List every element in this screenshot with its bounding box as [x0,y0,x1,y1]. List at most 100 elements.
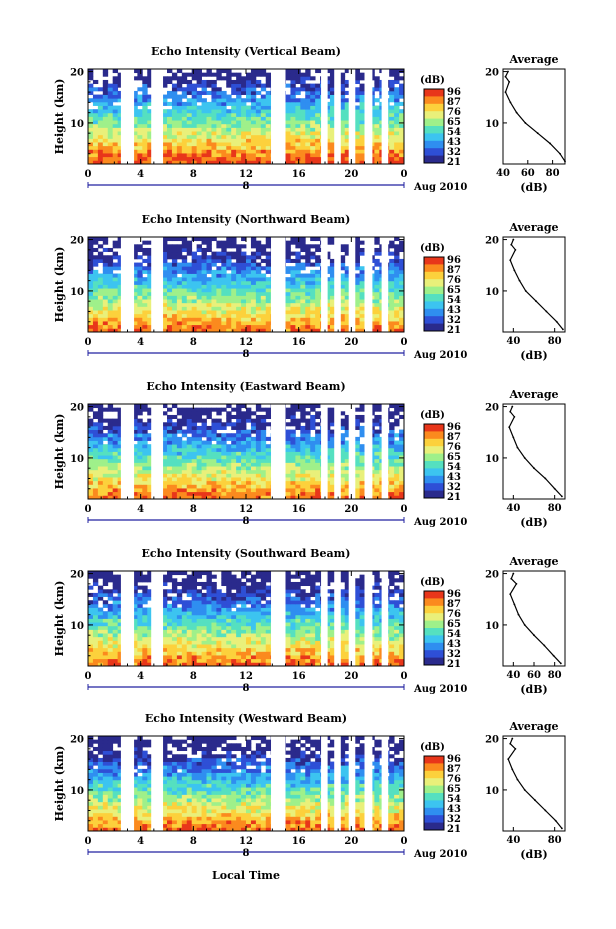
data-gap [364,237,373,332]
average-line [507,738,563,829]
colorbar-tick: 54 [447,295,461,306]
average-line [509,573,562,664]
average-point [511,768,514,771]
colorbar-tick: 96 [447,754,461,765]
average-x-tick: 40 [496,168,510,179]
average-point [513,269,516,272]
month-label: Aug 2010 [413,684,467,695]
average-point [523,457,526,459]
colorbar-tick: 32 [447,482,461,493]
x-tick-label: 0 [85,671,92,682]
average-point [554,819,557,822]
average-point [545,310,548,313]
colorbar-unit: (dB) [420,742,445,753]
data-gap [348,69,356,164]
data-gap [348,237,356,332]
x-tick-label: 8 [190,169,197,180]
data-gap [120,404,135,499]
colorbar-tick: 65 [447,619,461,630]
panel-0: Echo Intensity (Vertical Beam)0 4 8 12 16 20 0… [53,45,566,194]
average-x-tick: 40 [506,670,520,681]
colorbar-tick: 43 [447,137,461,148]
average-point [517,613,520,616]
colorbar-tick: 87 [447,599,461,610]
average-x-tick: 60 [521,168,535,179]
average-x-tick: 80 [548,835,562,846]
x-tick-label: 0 [85,337,92,348]
average-point [549,142,552,145]
data-gap [381,571,389,666]
colorbar-tick: 76 [447,442,461,453]
x-tick-label: 20 [344,337,358,348]
average-x-tick: 80 [546,168,560,179]
average-point [504,91,507,94]
x-tick-label: 8 [190,671,197,682]
data-gap [348,404,356,499]
average-point [533,467,535,470]
average-title: Average [508,221,558,234]
colorbar-tick: 43 [447,305,461,316]
data-gap [364,69,373,164]
colorbar [423,590,445,666]
x-tick-label: 8 [190,337,197,348]
colorbar-unit: (dB) [420,75,445,86]
x-tick-label: 16 [292,337,306,348]
average-point [513,415,516,418]
average-y-tick: 10 [485,454,499,465]
x-tick-label: 8 [190,836,197,847]
data-gap [151,736,164,831]
colorbar-tick: 65 [447,285,461,296]
average-y-tick: 20 [485,236,499,247]
average-point [564,160,566,163]
colorbar-tick: 21 [447,325,461,336]
average-point [553,487,556,490]
x-tick-label: 0 [401,337,408,348]
data-gap [334,404,341,499]
colorbar-tick: 76 [447,275,461,286]
colorbar-tick: 21 [447,492,461,503]
x-tick-label: 16 [292,169,306,180]
data-gap [381,404,389,499]
data-gap [381,237,389,332]
colorbar-tick: 87 [447,265,461,276]
data-gap [271,736,286,831]
data-gap [321,736,328,831]
average-x-tick: 80 [548,670,562,681]
average-y-tick: 10 [485,287,499,298]
data-gap [151,69,164,164]
x-tick-label: 0 [85,836,92,847]
average-y-tick: 10 [485,621,499,632]
colorbar-tick: 96 [447,87,461,98]
panel-title: Echo Intensity (Vertical Beam) [151,45,341,58]
average-point [509,742,512,745]
colorbar-tick: 43 [447,472,461,483]
x-tick-label: 0 [85,169,92,180]
data-gap [321,237,328,332]
y-axis-label: Height (km) [53,746,66,822]
x-tick-label: 4 [137,836,144,847]
month-label: Aug 2010 [413,517,467,528]
average-point [507,758,510,761]
average-point [518,279,521,282]
month-label: Aug 2010 [413,350,467,361]
colorbar-tick: 87 [447,97,461,108]
colorbar-tick: 21 [447,659,461,670]
average-x-tick: 40 [506,503,520,514]
y-tick-label: 20 [70,570,84,581]
colorbar-tick: 76 [447,107,461,118]
data-gap [321,69,328,164]
average-point [511,405,514,408]
day-axis-label: 8 [243,349,250,360]
panel-1: Echo Intensity (Northward Beam)0 4 8 12 16 20… [53,213,566,362]
average-point [555,320,558,323]
x-tick-label: 4 [137,337,144,348]
day-axis-label: 8 [243,516,250,527]
colorbar-tick: 21 [447,157,461,168]
average-x-label: (dB) [520,683,547,696]
x-tick-label: 8 [190,504,197,515]
x-tick-label: 0 [401,836,408,847]
average-y-tick: 20 [485,570,499,581]
data-gap [381,69,389,164]
average-point [544,809,547,812]
data-gap [271,237,286,332]
